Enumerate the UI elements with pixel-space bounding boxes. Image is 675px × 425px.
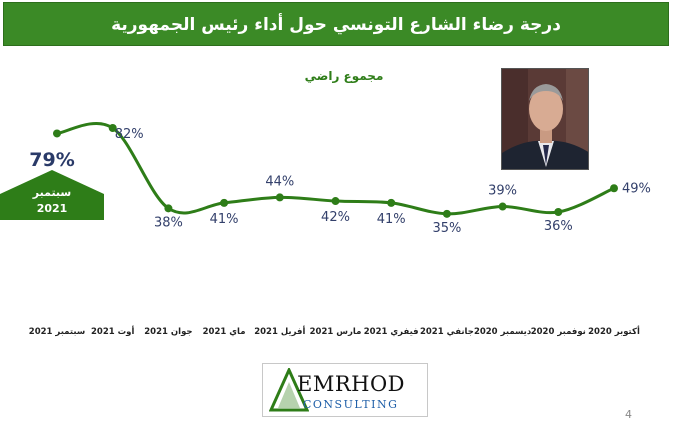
data-point xyxy=(164,204,173,213)
x-tick-label: ماي 2021 xyxy=(203,327,246,337)
badge-month: سبتمبر xyxy=(32,186,72,199)
data-point xyxy=(275,193,284,202)
title-bar: درجة رضاء الشارع التونسي حول أداء رئيس ا… xyxy=(3,2,669,46)
x-tick-label: ديسمبر 2020 xyxy=(474,327,532,337)
data-point xyxy=(108,124,117,132)
chart-subtitle: مجموع راضي xyxy=(305,69,384,84)
x-tick-label: أوت 2021 xyxy=(91,325,134,337)
x-tick-label: جوان 2021 xyxy=(144,327,192,337)
data-label: 36% xyxy=(544,219,573,234)
badge-arrow-shape xyxy=(0,170,104,220)
data-label: 41% xyxy=(210,212,239,227)
data-point xyxy=(220,198,229,207)
x-tick-label: سبتمبر 2021 xyxy=(29,327,85,337)
x-tick-label: أكتوبر 2020 xyxy=(588,325,640,337)
badge-year: 2021 xyxy=(36,202,68,215)
data-point xyxy=(498,202,507,211)
data-point xyxy=(442,209,451,218)
x-tick-label: جانفي 2021 xyxy=(420,327,474,337)
data-point xyxy=(387,198,396,207)
data-label: 38% xyxy=(154,215,183,230)
series-group xyxy=(53,122,618,218)
x-tick-label: مارس 2021 xyxy=(310,327,362,337)
series-line xyxy=(56,122,615,216)
page-number: 4 xyxy=(625,408,632,421)
logo-name: EMRHOD xyxy=(297,372,406,396)
data-point xyxy=(53,129,61,138)
data-label: 39% xyxy=(488,184,517,199)
x-axis-ticks: سبتمبر 2021 أوت 2021 جوان 2021 ماي 2021 أفري… xyxy=(29,325,640,337)
badge-value: 79% xyxy=(29,149,74,171)
x-tick-label: نوفمبر 2020 xyxy=(531,327,586,337)
data-point xyxy=(554,208,563,216)
data-label: 42% xyxy=(321,210,350,225)
company-logo: EMRHOD CONSULTING xyxy=(262,363,428,417)
data-label: 35% xyxy=(432,221,461,236)
data-label: 44% xyxy=(265,174,294,189)
data-point xyxy=(331,197,340,206)
president-photo xyxy=(501,68,589,170)
x-tick-label: أفريل 2021 xyxy=(254,325,305,337)
data-label: 82% xyxy=(115,127,144,142)
data-labels: 82% 38% 41% 44% 42% 41% 35% 39% 36% 49% xyxy=(115,127,651,236)
chart-title: درجة رضاء الشارع التونسي حول أداء رئيس ا… xyxy=(111,15,561,35)
data-point xyxy=(610,184,618,193)
data-label: 41% xyxy=(377,212,406,227)
data-label: 49% xyxy=(622,181,651,196)
x-tick-label: فيفري 2021 xyxy=(364,327,419,337)
logo-subtitle: CONSULTING xyxy=(303,398,399,411)
logo-mark-icon xyxy=(269,368,309,412)
